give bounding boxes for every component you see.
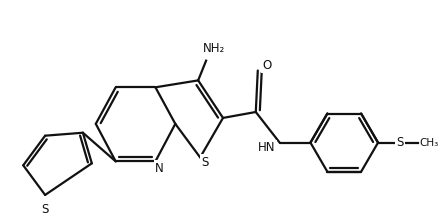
Text: S: S xyxy=(202,156,209,169)
Text: S: S xyxy=(396,136,404,149)
Text: NH₂: NH₂ xyxy=(203,42,225,55)
Text: S: S xyxy=(42,203,49,216)
Text: HN: HN xyxy=(258,141,276,154)
Text: CH₃: CH₃ xyxy=(420,138,439,148)
Text: O: O xyxy=(263,59,272,72)
Text: N: N xyxy=(155,162,164,175)
